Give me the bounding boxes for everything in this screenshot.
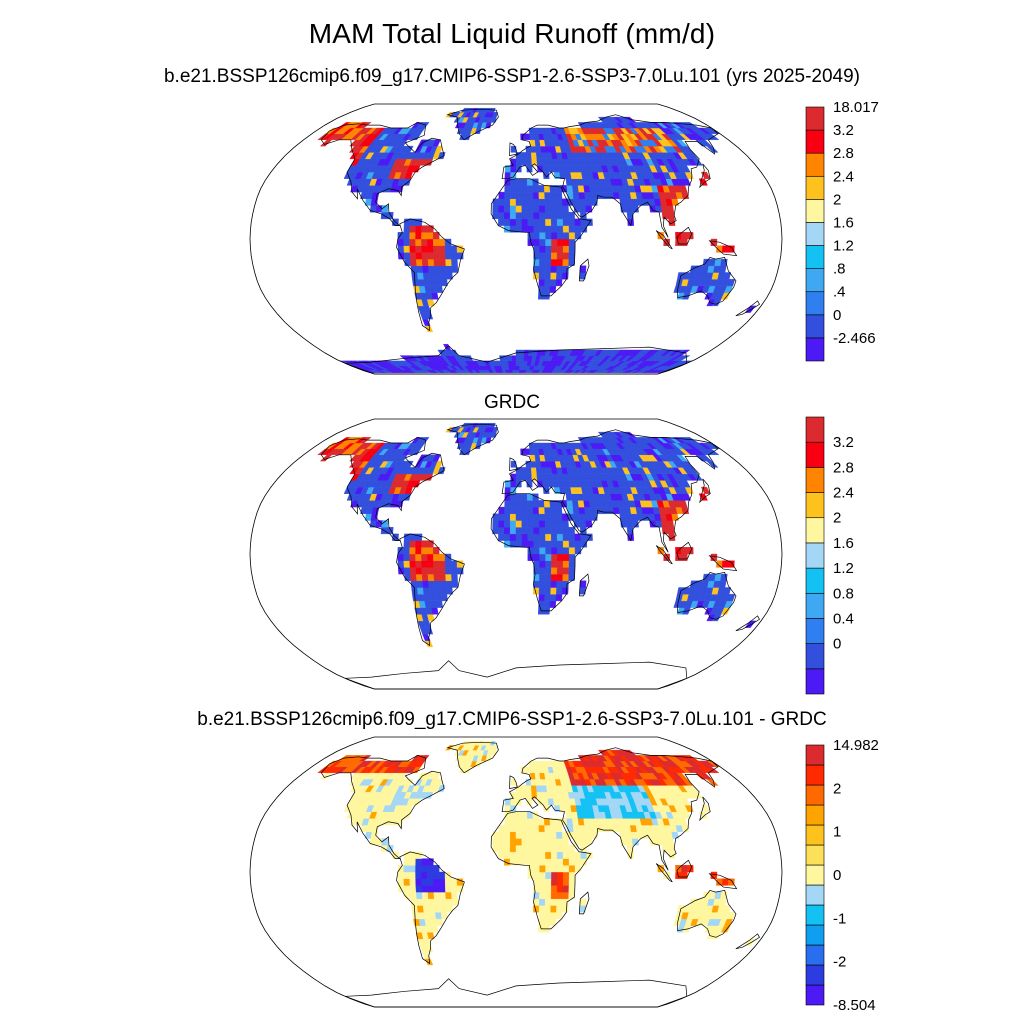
colorbar-label: 1.2	[833, 560, 854, 577]
colorbar-swatch	[805, 199, 825, 223]
colorbar-swatch	[805, 844, 825, 866]
colorbar-swatch	[805, 245, 825, 269]
colorbar-label: 14.982	[833, 737, 879, 754]
coastlines-1	[320, 108, 760, 375]
colorbar-swatch	[805, 441, 825, 468]
colorbar-swatch	[805, 744, 825, 766]
panel-2-title: GRDC	[484, 392, 540, 413]
colorbar-swatch	[805, 314, 825, 339]
map-frame-1	[249, 103, 783, 375]
map-frame-2	[249, 418, 783, 690]
colorbar-swatch	[805, 824, 825, 846]
colorbar-label: 2.4	[833, 485, 854, 502]
colorbar-swatch	[805, 542, 825, 569]
colorbar-label: .4	[833, 284, 846, 301]
colorbar-swatch	[805, 268, 825, 293]
colorbar-swatch	[805, 904, 825, 926]
colorbar-swatch	[805, 884, 825, 906]
colorbar-swatch	[805, 416, 825, 443]
figure-title: MAM Total Liquid Runoff (mm/d)	[308, 18, 716, 49]
colorbar-swatch	[805, 152, 825, 177]
map-panel-3	[249, 736, 783, 1008]
colorbar-label: 1.6	[833, 535, 854, 552]
panel-3-title: b.e21.BSSP126cmip6.f09_g17.CMIP6-SSP1-2.…	[197, 709, 827, 730]
map-frame-3	[249, 736, 783, 1008]
map-panel-2	[249, 418, 783, 690]
colorbar-label: -2	[833, 954, 846, 971]
colorbar-label: 1.6	[833, 214, 854, 231]
colorbar-label: .8	[833, 261, 846, 278]
colorbar-label: 1.2	[833, 238, 854, 255]
colorbar-swatch	[805, 567, 825, 594]
colorbar-label: 3.2	[833, 122, 854, 139]
colorbar-label: 2.4	[833, 168, 854, 185]
coastlines-3	[320, 741, 760, 1008]
colorbar-swatch	[805, 924, 825, 946]
colorbar-swatch	[805, 129, 825, 154]
colorbar-label: 2.8	[833, 459, 854, 476]
colorbar-swatch	[805, 592, 825, 619]
colorbar-swatch	[805, 291, 825, 316]
coastlines-2	[320, 423, 760, 690]
panel-1-title: b.e21.BSSP126cmip6.f09_g17.CMIP6-SSP1-2.…	[163, 66, 861, 87]
runoff-grid-1	[317, 107, 757, 373]
colorbar-swatch	[805, 764, 825, 786]
colorbar-label: 0	[833, 867, 841, 884]
colorbar-label: 0.8	[833, 585, 854, 602]
colorbar-swatch	[805, 467, 825, 493]
colorbar-label: 0.4	[833, 610, 854, 627]
colorbar-label: -1	[833, 910, 846, 927]
colorbar-label: 0	[833, 307, 841, 324]
colorbar-swatch	[805, 517, 825, 544]
colorbar-swatch	[805, 643, 825, 670]
colorbar-label: 2	[833, 191, 841, 208]
runoff-grid-2	[317, 423, 757, 648]
colorbar-swatch	[805, 964, 825, 986]
colorbar-swatch	[805, 175, 825, 200]
colorbar-swatch	[805, 944, 825, 966]
runoff-grid-3	[317, 741, 757, 966]
colorbar-label: 18.017	[833, 99, 879, 116]
colorbar-swatch	[805, 106, 825, 131]
colorbar-swatch	[805, 784, 825, 806]
colorbar-label: 1	[833, 824, 841, 841]
colorbar-label: 2.8	[833, 145, 854, 162]
colorbar-swatch	[805, 337, 825, 362]
colorbar-swatch	[805, 492, 825, 519]
colorbar-label: -2.466	[833, 330, 876, 347]
colorbar-label: 2	[833, 510, 841, 527]
colorbar-swatch	[805, 222, 825, 246]
colorbar-swatch	[805, 984, 825, 1006]
colorbar-label: 2	[833, 780, 841, 797]
colorbar-1: 18.017 3.2 2.8 2.4 2 1.6 1.2 .8 .4 0 -2.466	[805, 99, 879, 362]
colorbar-2: 3.2 2.8 2.4 2 1.6 1.2 0.8 0.4 0	[805, 416, 854, 695]
colorbar-label: 0	[833, 636, 841, 653]
colorbar-label: 3.2	[833, 434, 854, 451]
colorbar-swatch	[805, 804, 825, 826]
colorbar-3: 14.982 2 1 0 -1 -2 -8.504	[805, 737, 879, 1014]
colorbar-swatch	[805, 864, 825, 886]
map-panel-1	[249, 103, 783, 375]
colorbar-swatch	[805, 618, 825, 644]
colorbar-swatch	[805, 668, 825, 695]
colorbar-label: -8.504	[833, 997, 876, 1014]
